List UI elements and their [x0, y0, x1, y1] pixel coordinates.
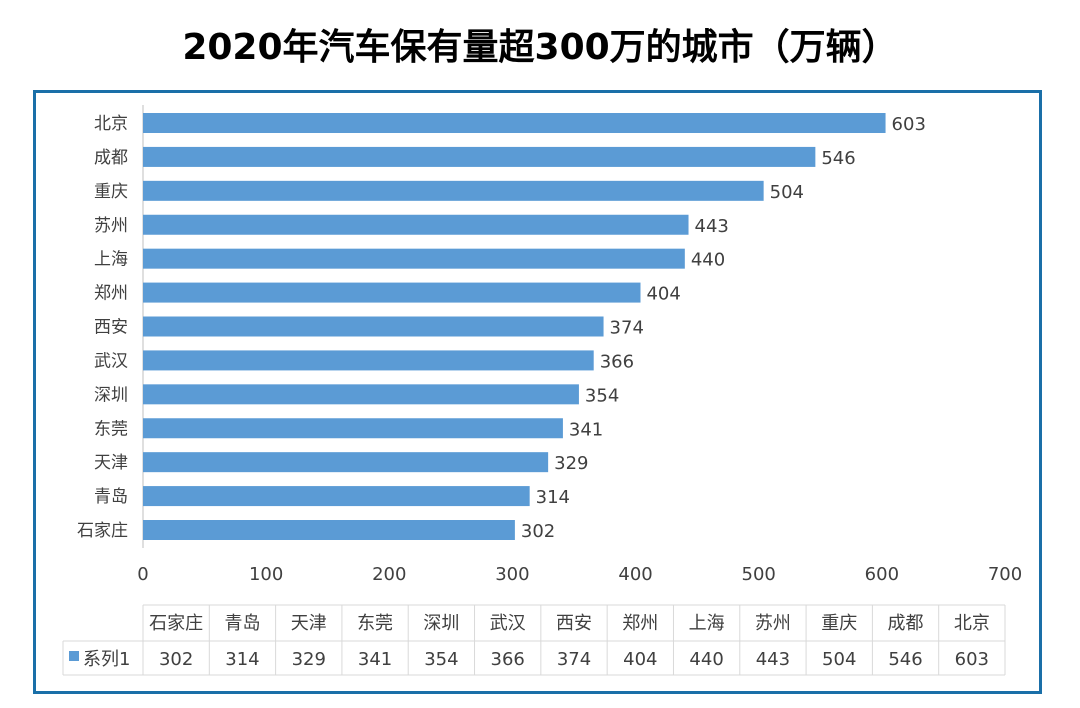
table-header-cell: 郑州	[622, 613, 658, 634]
table-value-cell: 374	[557, 649, 591, 670]
category-label: 上海	[94, 250, 128, 270]
table-value-cell: 329	[292, 649, 326, 670]
data-label: 366	[600, 351, 634, 372]
table-value-cell: 302	[159, 649, 193, 670]
table-value-cell: 443	[756, 649, 790, 670]
data-label: 440	[691, 250, 725, 271]
bar	[143, 248, 685, 269]
category-label: 苏州	[94, 216, 128, 236]
legend-label: 系列1	[83, 649, 130, 670]
table-value-cell: 354	[424, 649, 458, 670]
table-value-cell: 504	[822, 649, 856, 670]
bar	[143, 486, 530, 507]
table-header-cell: 重庆	[821, 613, 857, 634]
chart-title: 2020年汽车保有量超300万的城市（万辆）	[182, 27, 898, 68]
data-label: 603	[892, 114, 926, 135]
table-value-cell: 440	[689, 649, 723, 670]
data-label: 302	[521, 521, 555, 542]
category-label: 石家庄	[77, 521, 128, 541]
bar	[143, 452, 549, 473]
category-label: 东莞	[94, 419, 128, 439]
bar	[143, 316, 604, 337]
x-tick-label: 500	[742, 564, 776, 585]
data-label: 374	[610, 318, 644, 339]
table-header-cell: 武汉	[490, 613, 526, 634]
x-tick-label: 100	[249, 564, 283, 585]
table-header-cell: 天津	[291, 613, 327, 634]
table-value-cell: 603	[955, 649, 989, 670]
x-tick-label: 200	[372, 564, 406, 585]
bar	[143, 282, 641, 303]
data-label: 329	[554, 453, 588, 474]
data-label: 443	[695, 216, 729, 237]
table-value-cell: 341	[358, 649, 392, 670]
bar	[143, 113, 886, 133]
bar	[143, 180, 764, 201]
table-header-cell: 成都	[888, 613, 924, 634]
data-label: 314	[536, 487, 570, 508]
table-header-cell: 北京	[954, 613, 990, 634]
category-label: 北京	[94, 114, 128, 134]
data-label: 404	[646, 284, 680, 305]
bar	[143, 214, 689, 235]
chart-frame	[33, 90, 1042, 694]
x-tick-label: 600	[865, 564, 899, 585]
table-header-cell: 西安	[556, 613, 592, 634]
bar	[143, 418, 563, 439]
bar	[143, 146, 816, 167]
category-label: 重庆	[94, 182, 128, 202]
data-label: 504	[770, 182, 804, 203]
data-label: 341	[569, 419, 603, 440]
table-header-cell: 深圳	[423, 613, 459, 634]
x-tick-label: 300	[495, 564, 529, 585]
table-header-cell: 上海	[689, 613, 725, 634]
table-header-cell: 青岛	[224, 613, 260, 634]
category-label: 青岛	[94, 487, 128, 507]
table-value-cell: 404	[623, 649, 657, 670]
table-header-cell: 石家庄	[149, 613, 203, 634]
data-label: 546	[821, 148, 855, 169]
x-tick-label: 0	[137, 564, 148, 585]
data-label: 354	[585, 385, 619, 406]
table-header-cell: 东莞	[357, 613, 393, 634]
x-tick-label: 400	[618, 564, 652, 585]
category-label: 深圳	[94, 385, 128, 405]
bar	[143, 520, 515, 540]
category-label: 天津	[94, 453, 128, 473]
category-label: 西安	[94, 318, 128, 338]
table-header-cell: 苏州	[755, 613, 791, 634]
category-label: 武汉	[94, 351, 128, 371]
category-label: 成都	[94, 148, 128, 168]
table-value-cell: 366	[491, 649, 525, 670]
bar	[143, 350, 594, 371]
table-value-cell: 546	[888, 649, 922, 670]
table-value-cell: 314	[225, 649, 259, 670]
x-tick-label: 700	[988, 564, 1022, 585]
category-label: 郑州	[94, 284, 128, 304]
bar	[143, 384, 579, 405]
legend-key	[69, 651, 79, 661]
